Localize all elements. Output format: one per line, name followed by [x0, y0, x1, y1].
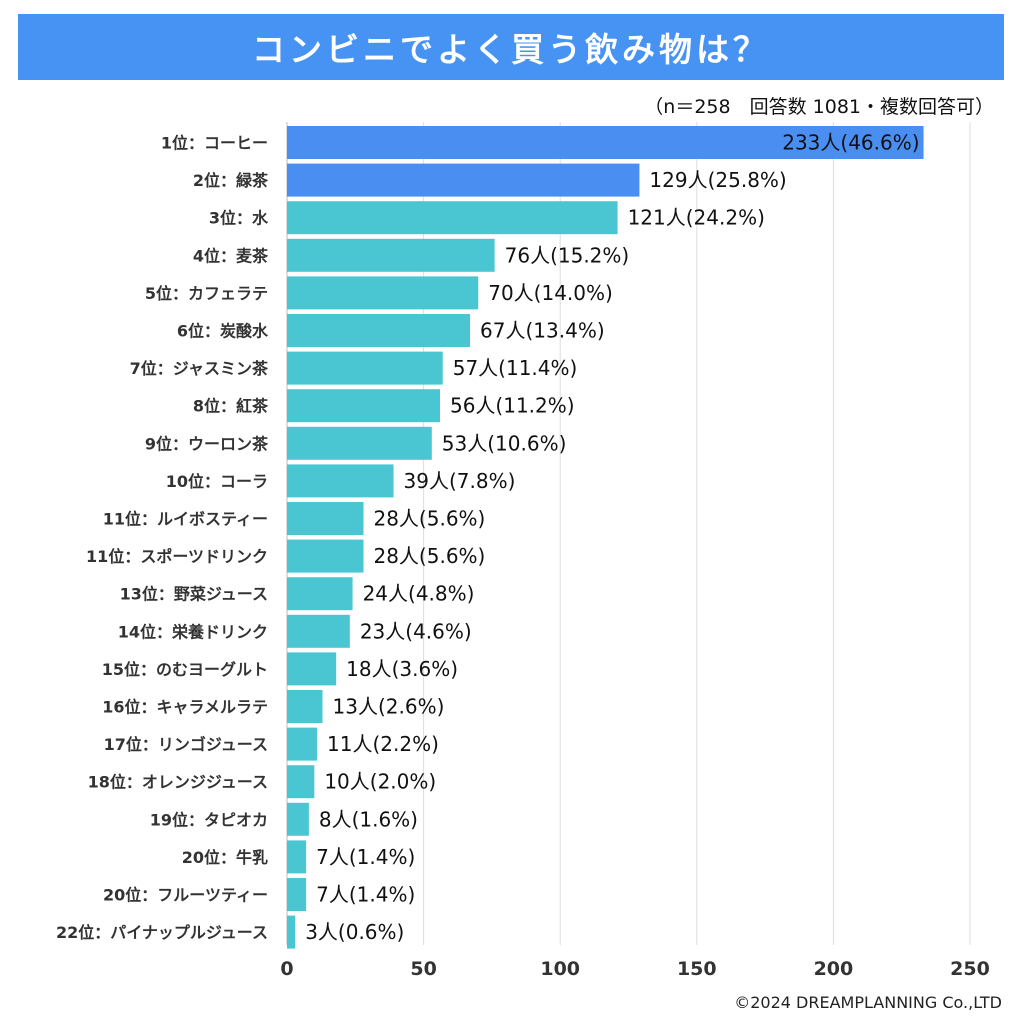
category-label: 8位：紅茶 [193, 397, 269, 416]
x-tick-label: 250 [950, 958, 990, 980]
bar [287, 652, 337, 686]
category-label: 11位：スポーツドリンク [86, 547, 268, 566]
value-label: 7人(1.4%) [316, 883, 415, 907]
value-label: 8人(1.6%) [319, 807, 418, 831]
bar [287, 201, 618, 235]
bar [287, 802, 309, 836]
value-label: 24人(4.8%) [363, 582, 475, 606]
value-label: 70人(14.0%) [488, 281, 613, 305]
bar [287, 727, 318, 761]
category-label: 20位：牛乳 [182, 848, 268, 867]
category-label: 5位：カフェラテ [145, 284, 268, 303]
category-label: 19位：タピオカ [150, 810, 268, 829]
bar [287, 765, 315, 799]
value-label: 39人(7.8%) [404, 469, 516, 493]
category-label: 10位：コーラ [166, 472, 268, 491]
value-label: 28人(5.6%) [373, 507, 485, 531]
bars [287, 126, 924, 949]
bar [287, 426, 432, 460]
category-label: 16位：キャラメルラテ [102, 698, 268, 717]
category-label: 17位：リンゴジュース [104, 735, 268, 754]
x-tick-label: 200 [814, 958, 854, 980]
value-label: 3人(0.6%) [305, 920, 404, 944]
x-axis-ticks: 0 50 100 150 200 250 [280, 958, 989, 980]
value-label: 56人(11.2%) [450, 394, 575, 418]
bar [287, 464, 394, 498]
bar [287, 577, 353, 611]
x-tick-label: 50 [410, 958, 436, 980]
value-label: 57人(11.4%) [453, 356, 578, 380]
x-tick-label: 0 [280, 958, 293, 980]
value-label: 10人(2.0%) [324, 770, 436, 794]
category-label: 9位：ウーロン茶 [145, 434, 269, 453]
value-label: 67人(13.4%) [480, 319, 605, 343]
category-label: 2位：緑茶 [193, 171, 269, 190]
copyright: ©2024 DREAMPLANNING Co.,LTD [734, 993, 1002, 1012]
bar [287, 238, 495, 272]
chart-title: コンビニでよく買う飲み物は？ [252, 30, 770, 69]
bar [287, 351, 443, 385]
category-label: 13位：野菜ジュース [120, 585, 268, 604]
bar [287, 878, 307, 911]
bar [287, 163, 640, 197]
bar [287, 276, 479, 310]
x-tick-label: 150 [677, 958, 717, 980]
value-label: 53人(10.6%) [442, 431, 567, 455]
value-label: 7人(1.4%) [316, 845, 415, 869]
bar [287, 614, 350, 648]
bar [287, 314, 471, 347]
category-label: 7位：ジャスミン茶 [130, 359, 269, 378]
category-label: 15位：のむヨーグルト [102, 660, 268, 679]
bar [287, 539, 364, 573]
bar [287, 389, 440, 423]
value-label: 18人(3.6%) [346, 657, 458, 681]
category-label: 14位：栄養ドリンク [118, 622, 268, 641]
sample-size-note: （n＝258 回答数 1081・複数回答可） [644, 96, 994, 118]
category-label: 3位：水 [209, 209, 269, 228]
category-label: 20位：フルーツティー [103, 886, 268, 905]
bar [287, 840, 307, 874]
bar [287, 915, 296, 949]
category-label: 1位：コーヒー [161, 134, 268, 153]
category-label: 11位：ルイボスティー [103, 510, 268, 529]
value-label: 76人(15.2%) [505, 243, 630, 267]
value-label: 11人(2.2%) [327, 732, 439, 756]
value-label: 233人(46.6%) [782, 131, 919, 155]
bar [287, 126, 924, 159]
title-banner: コンビニでよく買う飲み物は？ [18, 14, 1004, 80]
x-tick-label: 100 [540, 958, 580, 980]
value-label: 121人(24.2%) [628, 206, 765, 230]
value-label: 13人(2.6%) [333, 695, 445, 719]
labels: 1位：コーヒー 233人(46.6%) 2位：緑茶 129人(25.8%) 3位：水 12… [56, 131, 920, 945]
value-label: 28人(5.6%) [373, 544, 485, 568]
category-label: 22位：パイナップルジュース [56, 923, 268, 942]
value-label: 23人(4.6%) [360, 619, 472, 643]
category-label: 18位：オレンジジュース [88, 773, 268, 792]
category-label: 6位：炭酸水 [177, 322, 269, 341]
value-label: 129人(25.8%) [649, 168, 786, 192]
category-label: 4位：麦茶 [193, 246, 269, 265]
bar [287, 690, 323, 723]
bar [287, 502, 364, 535]
